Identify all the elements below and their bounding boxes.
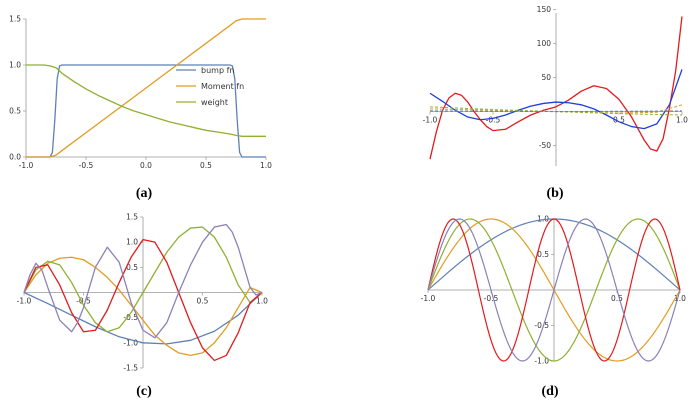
a-y-tick-label: 0.5: [9, 107, 21, 116]
a-series-line-0: [26, 64, 266, 158]
a-series-line-2: [26, 64, 266, 137]
b-x-tick-label: 0.5: [613, 116, 625, 125]
d-x-tick-label: -1.0: [421, 294, 436, 303]
caption-d: (d): [541, 384, 559, 399]
c-y-tick-label: -1.5: [123, 364, 138, 373]
c-y-tick-label: 1.0: [126, 238, 138, 247]
a-legend-label-1: Moment fn: [201, 82, 244, 91]
a-x-tick-label: 1.0: [260, 161, 272, 170]
a-y-tick-label: 1.0: [9, 61, 21, 70]
c-y-tick-label: -0.5: [123, 313, 138, 322]
caption-a: (a): [135, 186, 153, 201]
b-y-tick-label: 150: [537, 5, 552, 14]
a-series-line-1: [26, 18, 266, 158]
a-legend-label-2: weight: [201, 98, 228, 107]
c-series-line-3: [23, 239, 263, 362]
c-y-tick-label: 0.5: [126, 263, 138, 272]
a-x-tick-label: -0.5: [79, 161, 94, 170]
c-x-tick-label: -0.5: [76, 297, 91, 306]
b-y-tick-label: 100: [537, 39, 552, 48]
d-x-tick-label: 1.0: [674, 294, 686, 303]
caption-c: (c): [136, 384, 152, 399]
c-y-tick-label: 1.5: [126, 213, 138, 222]
d-series-line-3: [427, 218, 681, 362]
a-x-tick-label: 0.0: [140, 161, 152, 170]
b-series-line-0: [429, 16, 683, 160]
d-series-line-2: [427, 218, 681, 362]
b-x-tick-label: -0.5: [486, 116, 501, 125]
c-x-tick-label: 0.5: [197, 297, 209, 306]
c-series-line-4: [23, 223, 263, 339]
c-x-tick-label: 1.0: [256, 297, 268, 306]
d-x-tick-label: -0.5: [484, 294, 499, 303]
a-y-tick-label: 0.0: [9, 153, 21, 162]
c-series-line-2: [23, 226, 263, 333]
b-series-line-1: [429, 69, 683, 130]
b-x-tick-label: 1.0: [676, 116, 688, 125]
b-y-tick-label: -50: [539, 141, 551, 150]
d-y-tick-label: 0.5: [537, 250, 549, 259]
d-y-tick-label: -0.5: [534, 321, 549, 330]
c-series-line-1: [23, 256, 263, 357]
d-y-tick-label: -1.0: [534, 357, 549, 366]
a-y-tick-label: 1.5: [9, 15, 21, 24]
b-x-tick-label: -1.0: [423, 116, 438, 125]
a-legend-label-0: bump fn: [201, 66, 234, 75]
d-y-tick-label: 1.0: [537, 215, 549, 224]
caption-b: (b): [546, 186, 564, 201]
c-x-tick-label: -1.0: [17, 297, 32, 306]
d-x-tick-label: 0.5: [611, 294, 623, 303]
d-series-line-4: [427, 218, 681, 362]
c-series-line-0: [23, 291, 263, 345]
b-series-line-4: [429, 110, 683, 113]
a-x-tick-label: 0.5: [200, 161, 212, 170]
b-y-tick-label: 50: [541, 73, 551, 82]
c-y-tick-label: -1.0: [123, 338, 138, 347]
a-x-tick-label: -1.0: [19, 161, 34, 170]
